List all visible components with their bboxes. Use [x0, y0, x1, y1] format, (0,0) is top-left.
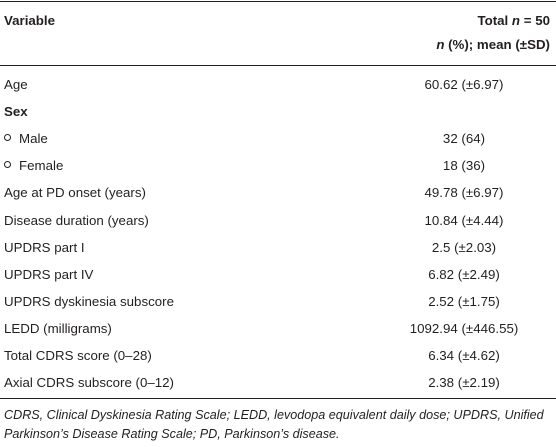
bottom-rule: [0, 398, 556, 399]
row-value: 32 (64): [442, 131, 486, 147]
row-value: 18 (36): [442, 158, 486, 174]
header-text: n: [436, 37, 445, 52]
header-text: = 50: [520, 13, 550, 28]
row-value: 1092.94 (±446.55): [409, 320, 519, 336]
top-rule: [0, 1, 556, 2]
table-row: UPDRS part I 2.5 (±2.03): [0, 236, 556, 261]
row-value: 2.38 (±2.19): [428, 375, 500, 391]
row-value: 6.82 (±2.49): [428, 266, 500, 282]
row-label: Sex: [4, 104, 28, 119]
table-row: Disease duration (years) 10.84 (±4.44): [0, 209, 556, 234]
bullet: [4, 161, 11, 169]
label-text: UPDRS dyskinesia subscore: [4, 293, 174, 309]
table-row: Total CDRS score (0–28) 6.34 (±4.62): [0, 344, 556, 369]
table-row: UPDRS part IV 6.82 (±2.49): [0, 263, 556, 288]
row-label: LEDD (milligrams): [4, 321, 112, 336]
row-value: 10.84 (±4.44): [424, 212, 504, 228]
table-row: UPDRS dyskinesia subscore 2.52 (±1.75): [0, 290, 556, 315]
row-value: 2.52 (±1.75): [428, 293, 500, 309]
label-text: UPDRS part IV: [4, 266, 94, 282]
bullet: [4, 134, 11, 142]
label-text: UPDRS part I: [4, 239, 85, 255]
row-label: Female: [4, 158, 63, 173]
label-text: Age: [4, 77, 28, 92]
label-text: Axial CDRS subscore (0–12): [4, 375, 174, 391]
header-total: Total n = 50: [477, 13, 550, 28]
table-row: LEDD (milligrams) 1092.94 (±446.55): [0, 317, 556, 342]
table-row: Axial CDRS subscore (0–12) 2.38 (±2.19): [0, 371, 556, 396]
row-label: Age: [4, 77, 28, 92]
header-rule: [0, 65, 556, 66]
table-row: Sex: [0, 100, 556, 125]
label-text: Total CDRS score (0–28): [4, 348, 152, 363]
label-text: Sex: [4, 104, 28, 120]
row-label: Male: [4, 131, 48, 146]
table-row: Female 18 (36): [0, 154, 556, 179]
row-label: UPDRS part IV: [4, 267, 93, 282]
footnote: CDRS, Clinical Dyskinesia Rating Scale; …: [4, 408, 544, 441]
row-value: 2.5 (±2.03): [431, 239, 497, 255]
table-row: Male 32 (64): [0, 127, 556, 152]
row-value: 49.78 (±6.97): [424, 185, 504, 201]
header-variable: Variable: [4, 13, 56, 28]
row-label: Axial CDRS subscore (0–12): [4, 375, 174, 390]
header-text: n: [511, 13, 521, 28]
row-label: UPDRS part I: [4, 240, 85, 255]
row-value: 60.62 (±6.97): [424, 77, 504, 92]
row-label: UPDRS dyskinesia subscore: [4, 294, 174, 309]
label-text: Male: [19, 131, 48, 147]
label-text: Female: [19, 158, 64, 174]
table-row: Age 60.62 (±6.97): [0, 73, 556, 98]
header-text: Total: [477, 13, 512, 28]
header-text: (%); mean (±SD): [444, 37, 550, 52]
label-text: Age at PD onset (years): [4, 185, 146, 201]
header-stat: n (%); mean (±SD): [436, 37, 550, 52]
row-label: Age at PD onset (years): [4, 185, 146, 200]
label-text: LEDD (milligrams): [4, 320, 112, 336]
row-label: Total CDRS score (0–28): [4, 348, 152, 363]
label-text: Disease duration (years): [4, 212, 149, 228]
row-label: Disease duration (years): [4, 213, 149, 228]
table-row: Age at PD onset (years) 49.78 (±6.97): [0, 181, 556, 206]
row-value: 6.34 (±4.62): [428, 348, 500, 363]
